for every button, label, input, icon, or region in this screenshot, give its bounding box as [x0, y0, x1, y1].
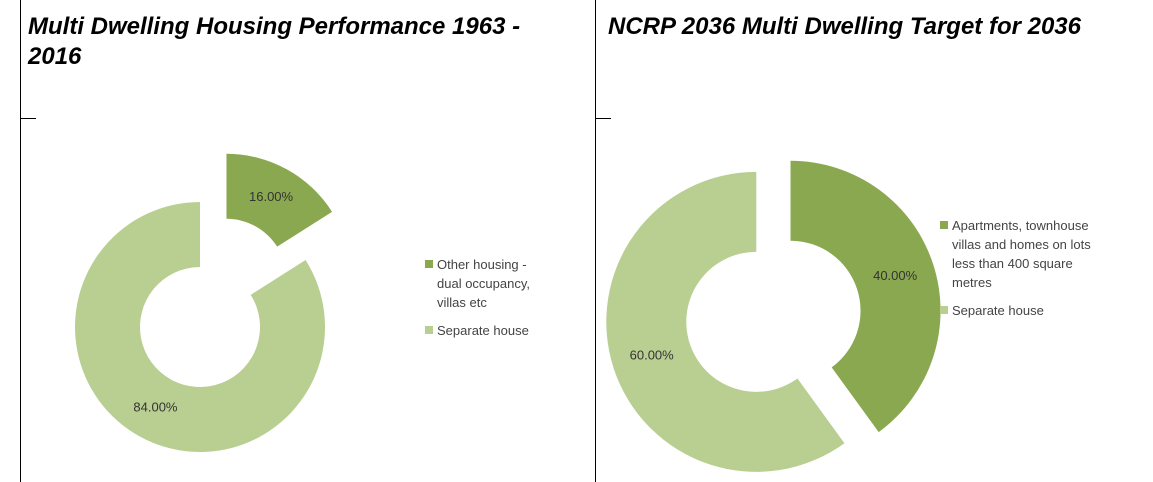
data-label: 84.00%	[133, 399, 178, 414]
legend-label: Other housing - dual occupancy, villas e…	[437, 257, 530, 310]
donut-slice	[606, 171, 845, 472]
legend-swatch	[940, 221, 948, 229]
legend-item: Apartments, townhouse villas and homes o…	[940, 216, 1100, 292]
right-title: NCRP 2036 Multi Dwelling Target for 2036	[608, 13, 1082, 40]
data-label: 16.00%	[249, 189, 294, 204]
legend-label: Separate house	[952, 303, 1044, 318]
data-label: 60.00%	[630, 347, 675, 362]
legend-label: Apartments, townhouse villas and homes o…	[952, 218, 1091, 290]
legend-swatch	[940, 306, 948, 314]
legend-swatch	[425, 326, 433, 334]
legend-swatch	[425, 260, 433, 268]
left-title: Multi Dwelling Housing Performance 1963 …	[28, 13, 521, 70]
data-label: 40.00%	[873, 268, 918, 283]
donut-slice	[75, 202, 326, 452]
legend: Apartments, townhouse villas and homes o…	[940, 216, 1100, 329]
legend-item: Separate house	[425, 321, 550, 340]
donut-slice	[790, 160, 941, 433]
legend-item: Separate house	[940, 301, 1100, 320]
legend-label: Separate house	[437, 323, 529, 338]
donut-slice	[226, 153, 333, 247]
legend-item: Other housing - dual occupancy, villas e…	[425, 255, 550, 312]
legend: Other housing - dual occupancy, villas e…	[425, 255, 550, 349]
